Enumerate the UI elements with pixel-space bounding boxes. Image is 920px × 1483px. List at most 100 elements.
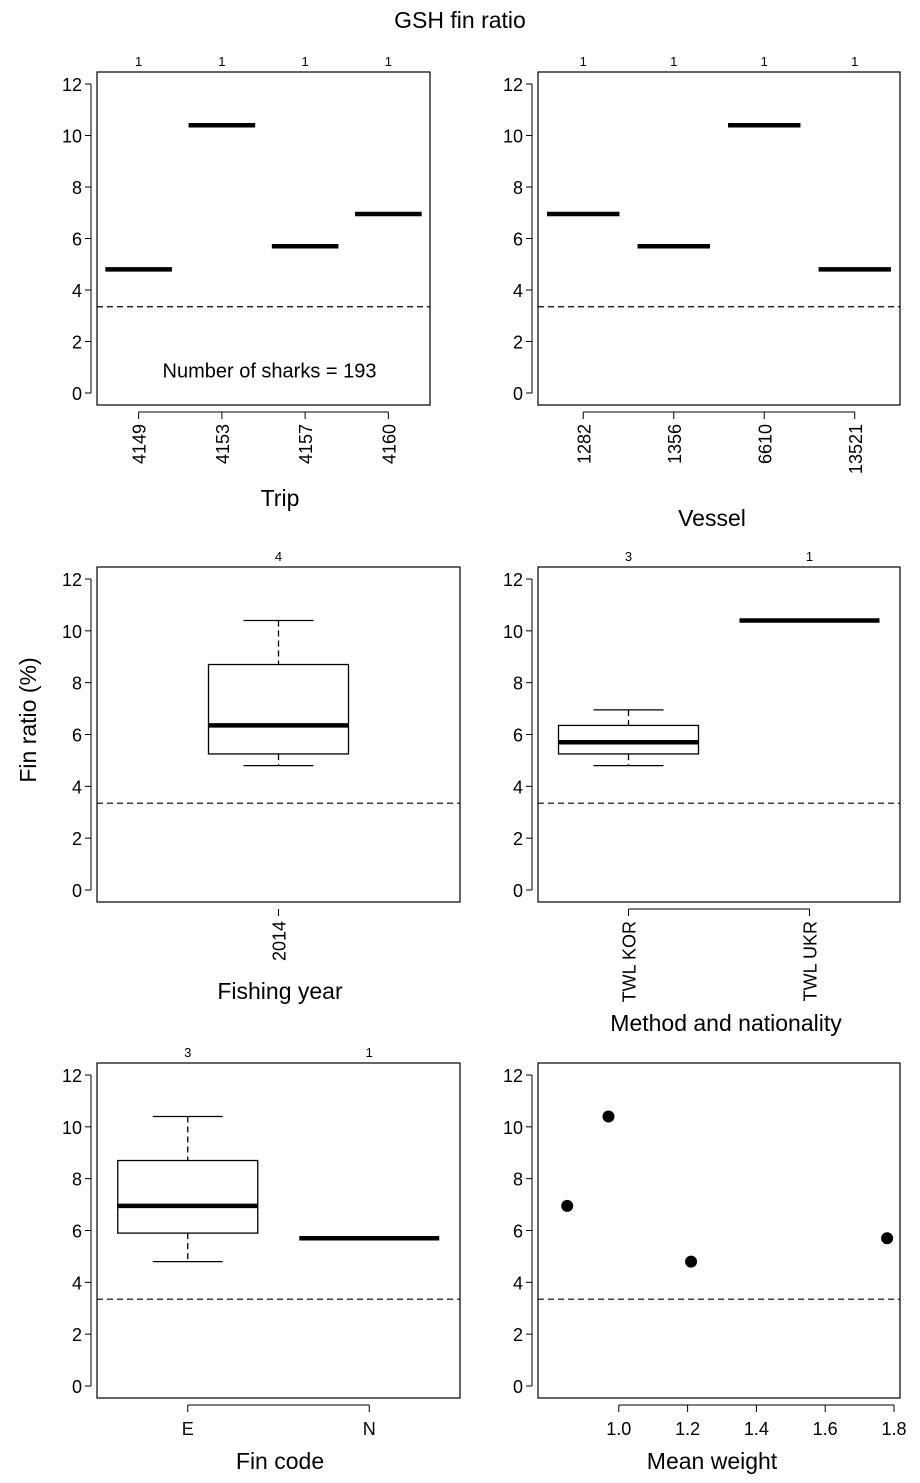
y-tick-label: 2 [513, 1325, 523, 1345]
x-tick-label: 4149 [130, 424, 150, 464]
plot-frame [537, 71, 901, 406]
y-axis: 0 2 4 6 8 10 12 [62, 75, 92, 404]
y-axis: 0 2 4 6 8 10 12 [62, 1066, 92, 1397]
y-tick-label: 8 [72, 1170, 82, 1190]
count-label: 1 [670, 54, 677, 69]
y-tick-label: 8 [513, 674, 523, 694]
data-point [881, 1232, 894, 1245]
y-axis: 0 2 4 6 8 10 12 [503, 75, 533, 404]
y-tick-label: 6 [72, 726, 82, 746]
x-tick-label: N [363, 1419, 376, 1439]
x-tick-label: 4153 [213, 424, 233, 464]
y-tick-label: 0 [72, 881, 82, 901]
x-axis-label: Vessel [678, 505, 746, 531]
count-label: 1 [135, 54, 142, 69]
x-tick-label: 1282 [574, 424, 594, 464]
y-tick-label: 6 [513, 726, 523, 746]
x-axis: 2014 [270, 909, 290, 961]
y-tick-label: 8 [513, 178, 523, 198]
y-tick-label: 10 [62, 622, 82, 642]
x-tick-label: 1.4 [744, 1419, 769, 1439]
count-label: 1 [366, 1045, 373, 1060]
y-tick-label: 0 [513, 881, 523, 901]
y-tick-label: 2 [513, 829, 523, 849]
y-tick-label: 6 [513, 1222, 523, 1242]
count-label: 1 [218, 54, 225, 69]
box-e [117, 1115, 259, 1263]
x-tick-label: 6610 [755, 424, 775, 464]
x-axis: 1282 1356 6610 13521 [574, 411, 866, 474]
y-tick-label: 12 [62, 570, 82, 590]
count-label: 3 [625, 549, 632, 564]
iqr-box [117, 1159, 259, 1234]
count-label: 3 [184, 1045, 191, 1060]
y-tick-label: 12 [62, 1066, 82, 1086]
plot-frame [537, 1062, 901, 1399]
y-tick-label: 8 [513, 1170, 523, 1190]
y-tick-label: 6 [513, 230, 523, 250]
x-axis-label: Mean weight [647, 1448, 778, 1474]
plot-frame [96, 566, 461, 903]
panel-weight: 0 2 4 6 8 10 12 1.0 1.2 1.4 1.6 1.8 Mean weight [503, 1062, 907, 1474]
y-tick-label: 12 [62, 75, 82, 95]
y-tick-label: 4 [513, 777, 523, 797]
y-tick-label: 4 [513, 281, 523, 301]
panel-vessel: 0 2 4 6 8 10 12 1282 1356 6610 13521 1 1 1 1 Vessel [503, 54, 901, 531]
y-tick-label: 10 [62, 127, 82, 147]
y-tick-label: 4 [513, 1273, 523, 1293]
y-tick-label: 4 [72, 777, 82, 797]
count-label: 4 [275, 549, 282, 564]
x-tick-label: 13521 [846, 424, 866, 474]
count-label: 1 [806, 549, 813, 564]
x-axis: 1.0 1.2 1.4 1.6 1.8 [606, 1404, 907, 1439]
data-point [602, 1110, 615, 1123]
annotation-sample-size: Number of sharks = 193 [163, 361, 377, 383]
plot-frame [537, 566, 901, 903]
y-tick-label: 8 [72, 178, 82, 198]
count-label: 1 [302, 54, 309, 69]
iqr-box [557, 724, 700, 755]
y-tick-label: 4 [72, 1273, 82, 1293]
x-axis-label: Fin code [236, 1448, 324, 1474]
x-tick-label: 2014 [270, 921, 290, 961]
y-tick-label: 12 [503, 1066, 523, 1086]
y-axis: 0 2 4 6 8 10 12 [503, 570, 533, 901]
x-tick-label: 4160 [379, 424, 399, 464]
panel-year: 0 2 4 6 8 10 12 2014 4 Fishing year [62, 549, 461, 1004]
y-tick-label: 10 [503, 622, 523, 642]
x-tick-label: 1356 [665, 424, 685, 464]
y-tick-label: 12 [503, 570, 523, 590]
x-tick-label: TWL UKR [801, 921, 821, 1001]
x-tick-label: E [182, 1419, 194, 1439]
count-label: 1 [851, 54, 858, 69]
figure-title: GSH fin ratio [394, 7, 526, 33]
y-axis: 0 2 4 6 8 10 12 [503, 1066, 533, 1397]
y-tick-label: 4 [72, 281, 82, 301]
y-tick-label: 2 [72, 333, 82, 353]
count-label: 1 [385, 54, 392, 69]
y-tick-label: 10 [62, 1118, 82, 1138]
y-tick-label: 2 [513, 333, 523, 353]
y-axis: 0 2 4 6 8 10 12 [62, 570, 92, 901]
panel-trip: 0 2 4 6 8 10 12 4149 4153 4157 4160 1 1 1 1 Trip Number … [62, 54, 431, 511]
y-axis-label: Fin ratio (%) [15, 657, 41, 782]
x-axis-label: Fishing year [217, 978, 343, 1004]
count-label: 1 [761, 54, 768, 69]
panel-method: 0 2 4 6 8 10 12 TWL KOR TWL UKR 3 1 Method and nati… [503, 549, 901, 1036]
x-axis: 4149 4153 4157 4160 [130, 411, 399, 464]
x-tick-label: 1.6 [813, 1419, 838, 1439]
y-tick-label: 10 [503, 127, 523, 147]
data-point [561, 1199, 574, 1212]
y-tick-label: 2 [72, 829, 82, 849]
x-tick-label: 1.0 [606, 1419, 631, 1439]
y-tick-label: 12 [503, 75, 523, 95]
box-twl-kor [557, 709, 700, 767]
box-2014 [207, 619, 350, 767]
y-tick-label: 0 [72, 1377, 82, 1397]
x-axis: TWL KOR TWL UKR [620, 908, 821, 1002]
y-tick-label: 2 [72, 1325, 82, 1345]
iqr-box [207, 663, 350, 755]
